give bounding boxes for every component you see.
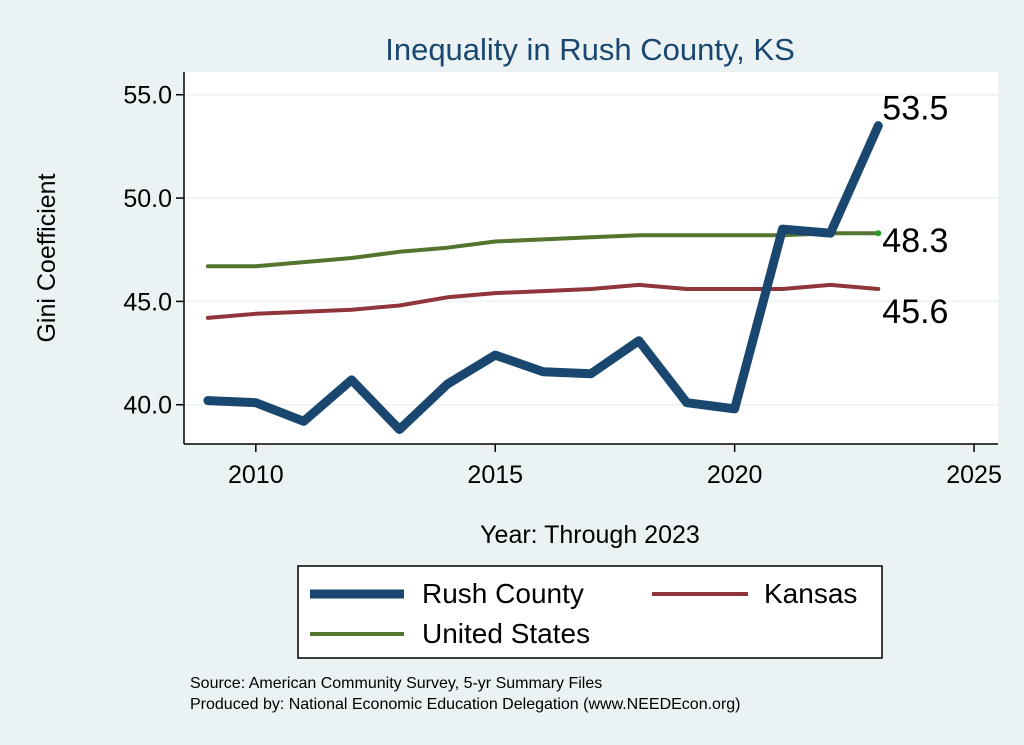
x-tick-label: 2025 [946,461,1002,489]
source-line-1: Source: American Community Survey, 5-yr … [190,675,602,692]
x-tick-label: 2010 [228,461,284,489]
source-line-2: Produced by: National Economic Education… [190,696,741,713]
y-axis-label: Gini Coefficient [33,173,61,342]
series-end-marker [875,230,882,237]
chart-title: Inequality in Rush County, KS [385,32,795,67]
source-note: Source: American Community Survey, 5-yr … [190,675,741,713]
series-layer [203,121,883,434]
end-labels: 53.5 45.6 48.3 [882,90,948,331]
y-axis-ticks: 40.0 45.0 50.0 55.0 [123,82,184,420]
legend: Rush County Kansas United States [297,565,883,659]
x-tick-label: 2020 [707,461,763,489]
y-tick-label: 55.0 [123,82,172,110]
end-label-rush-county: 53.5 [882,90,948,128]
legend-label-rush-county: Rush County [422,578,584,609]
y-tick-label: 45.0 [123,288,172,316]
x-tick-label: 2015 [467,461,523,489]
x-axis-label: Year: Through 2023 [480,521,700,549]
legend-label-kansas: Kansas [764,578,857,609]
y-tick-label: 40.0 [123,392,172,420]
y-tick-label: 50.0 [123,185,172,213]
plot-area [184,72,998,444]
series-line-rush-county [203,121,883,434]
end-label-united-states: 48.3 [882,222,948,260]
legend-box [297,565,883,659]
legend-label-united-states: United States [422,618,590,649]
x-axis-ticks: 2010 2015 2020 2025 [228,444,1002,489]
series-line-united-states [205,231,881,269]
end-label-kansas: 45.6 [882,293,948,331]
